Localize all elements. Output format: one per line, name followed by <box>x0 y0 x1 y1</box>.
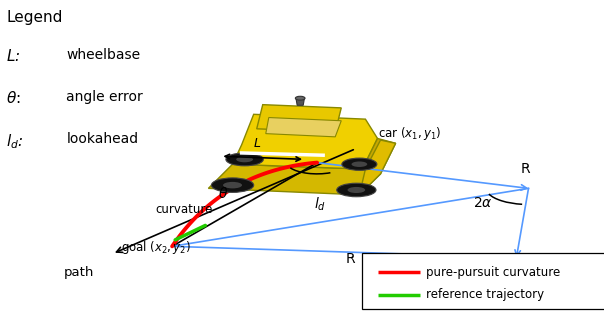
Text: pure-pursuit curvature: pure-pursuit curvature <box>426 266 560 279</box>
Text: $\theta$:: $\theta$: <box>6 90 21 106</box>
Polygon shape <box>233 114 378 169</box>
Text: goal $(x_2, y_2)$: goal $(x_2, y_2)$ <box>121 239 191 256</box>
Ellipse shape <box>223 182 242 188</box>
Ellipse shape <box>342 158 377 170</box>
Polygon shape <box>266 118 341 137</box>
Text: $2\alpha$: $2\alpha$ <box>474 196 493 210</box>
Text: R: R <box>521 162 530 176</box>
Text: path: path <box>63 266 94 279</box>
Ellipse shape <box>226 153 263 166</box>
Ellipse shape <box>211 178 254 193</box>
Polygon shape <box>208 164 381 195</box>
Ellipse shape <box>347 187 365 193</box>
Polygon shape <box>362 138 396 174</box>
FancyBboxPatch shape <box>362 253 604 309</box>
Text: curvature: curvature <box>156 203 213 216</box>
Ellipse shape <box>352 161 367 167</box>
Text: lookahead: lookahead <box>66 132 138 146</box>
Ellipse shape <box>236 156 253 162</box>
Text: car $(x_1, y_1)$: car $(x_1, y_1)$ <box>378 125 441 142</box>
Text: $L$: $L$ <box>252 137 261 150</box>
Text: angle error: angle error <box>66 90 143 104</box>
Text: R: R <box>345 252 355 266</box>
Polygon shape <box>257 105 341 132</box>
Ellipse shape <box>295 96 305 100</box>
Text: Legend: Legend <box>6 10 62 25</box>
Text: $L$:: $L$: <box>6 48 21 64</box>
Text: reference trajectory: reference trajectory <box>426 288 544 301</box>
Polygon shape <box>296 98 304 105</box>
Polygon shape <box>359 140 396 195</box>
Text: $\theta$: $\theta$ <box>219 186 228 201</box>
Text: $l_d$:: $l_d$: <box>6 132 24 151</box>
Ellipse shape <box>336 183 376 197</box>
Text: $l_d$: $l_d$ <box>314 196 326 213</box>
Text: wheelbase: wheelbase <box>66 48 141 62</box>
